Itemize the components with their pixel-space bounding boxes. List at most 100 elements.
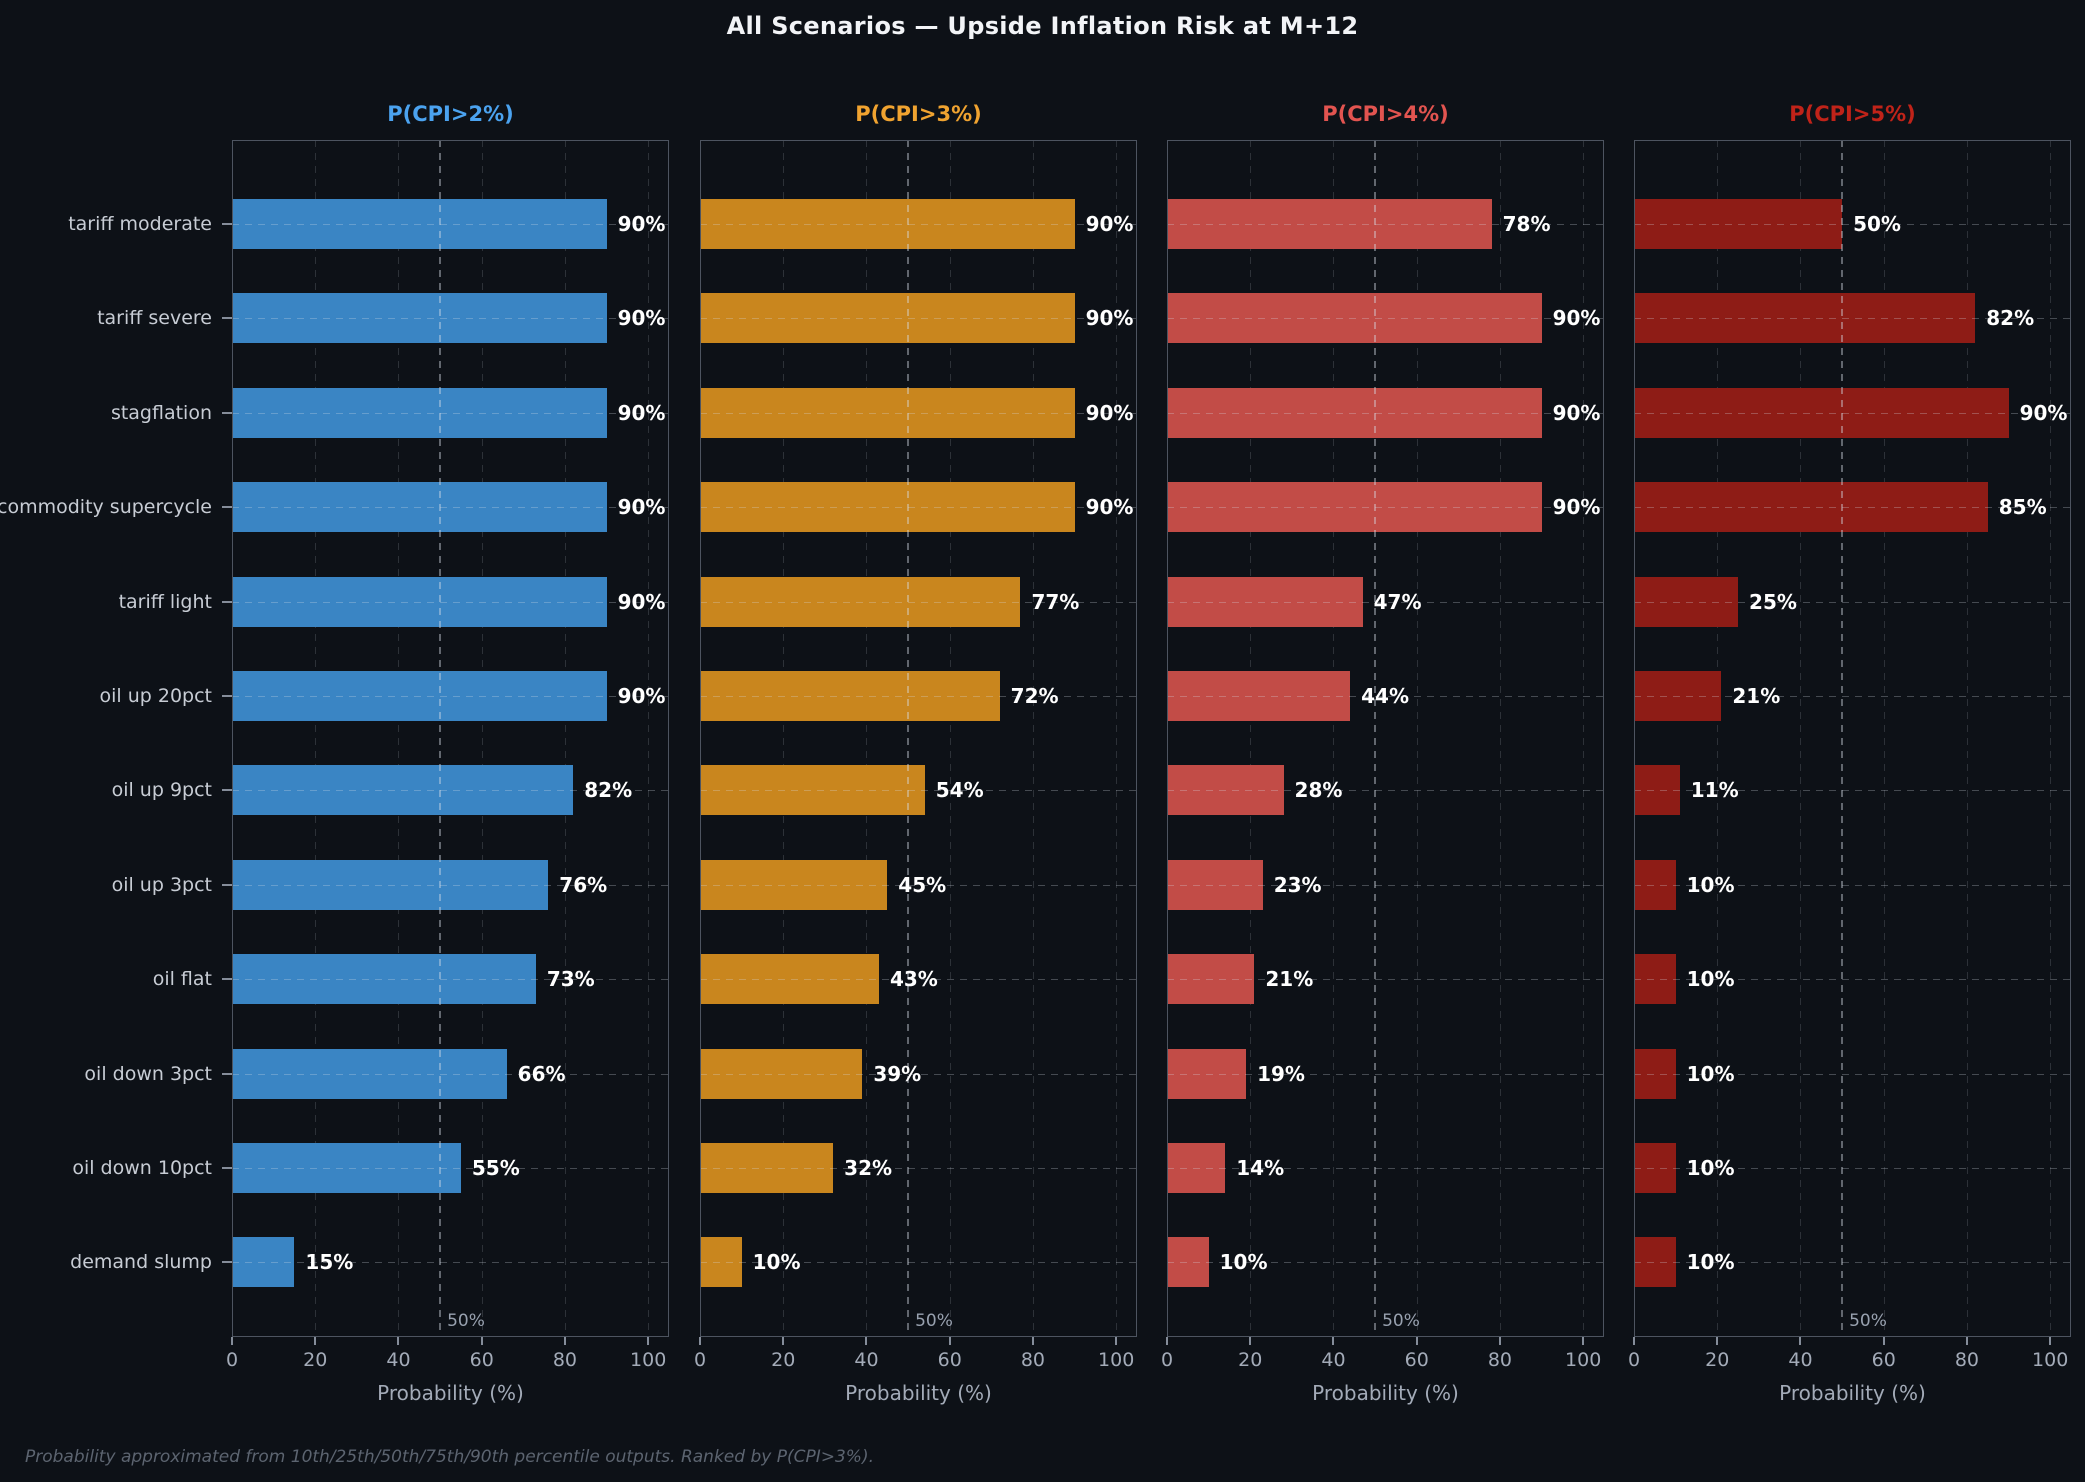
bar bbox=[1634, 954, 1676, 1005]
bar bbox=[232, 1048, 507, 1099]
value-label: 82% bbox=[1986, 306, 2035, 331]
category-label: tariff moderate bbox=[68, 213, 212, 235]
value-label: 45% bbox=[898, 872, 947, 897]
bar bbox=[1167, 1237, 1209, 1288]
x-tick-label: 20 bbox=[303, 1349, 328, 1371]
x-tick-mark bbox=[1582, 1337, 1585, 1345]
y-gridline bbox=[1167, 1262, 1604, 1264]
y-gridline bbox=[232, 1262, 669, 1264]
x-tick-label: 40 bbox=[854, 1349, 879, 1371]
panel-title: P(CPI>5%) bbox=[1789, 102, 1916, 126]
y-tick-mark bbox=[222, 1072, 232, 1075]
y-gridline bbox=[1634, 790, 2071, 792]
bar bbox=[700, 671, 1000, 721]
bar bbox=[1167, 954, 1255, 1005]
x-tick-label: 40 bbox=[1788, 1349, 1813, 1371]
y-gridline bbox=[1167, 1073, 1604, 1075]
x-tick-mark bbox=[1166, 1337, 1168, 1345]
y-gridline bbox=[232, 979, 669, 981]
bar bbox=[1167, 1048, 1247, 1099]
x-tick-mark bbox=[782, 1337, 785, 1345]
y-gridline bbox=[1634, 412, 2071, 414]
bar bbox=[700, 954, 879, 1005]
value-label: 10% bbox=[1686, 872, 1735, 897]
y-tick-mark bbox=[222, 789, 232, 792]
bar bbox=[700, 199, 1075, 249]
value-label: 21% bbox=[1732, 684, 1781, 708]
x-gridline bbox=[481, 140, 483, 1337]
panel-title: P(CPI>3%) bbox=[855, 102, 982, 126]
x-tick-label: 80 bbox=[1487, 1349, 1513, 1371]
panel: 50% 78% 90% 90% 90% 47% 44% 28% 23% 21% 19% 14% 10% 0… bbox=[1161, 140, 1604, 1405]
bar bbox=[700, 387, 1075, 438]
bar bbox=[700, 859, 888, 910]
value-label: 90% bbox=[1552, 400, 1601, 425]
x-tick-mark bbox=[480, 1337, 483, 1345]
y-gridline bbox=[1167, 1168, 1604, 1169]
x-tick-label: 0 bbox=[1627, 1349, 1641, 1371]
x-tick-mark bbox=[1415, 1337, 1418, 1345]
category-label: tariff severe bbox=[97, 307, 212, 330]
x-tick-label: 0 bbox=[1160, 1349, 1174, 1371]
x-tick-label: 60 bbox=[1871, 1349, 1896, 1371]
bar bbox=[1634, 199, 1843, 249]
value-label: 90% bbox=[617, 212, 666, 236]
value-label: 10% bbox=[1686, 1250, 1735, 1275]
panel: 50% 50% 82% 90% 85% 25% 21% 11% 10% 10% 10% 10% 10% 0… bbox=[1628, 140, 2071, 1405]
y-gridline bbox=[1167, 224, 1604, 225]
x-tick-label: 40 bbox=[1321, 1349, 1346, 1371]
y-tick-mark bbox=[222, 1167, 232, 1169]
value-label: 39% bbox=[873, 1061, 922, 1086]
category-label: oil down 10pct bbox=[72, 1157, 212, 1179]
y-tick-mark bbox=[222, 1261, 232, 1264]
y-gridline bbox=[700, 790, 1137, 792]
x-tick-label: 100 bbox=[630, 1349, 667, 1371]
reference-line-label: 50% bbox=[1382, 1311, 1420, 1331]
bar bbox=[232, 1143, 461, 1193]
x-gridline bbox=[1250, 140, 1252, 1337]
bar bbox=[1167, 576, 1363, 627]
x-tick-label: 60 bbox=[937, 1349, 962, 1371]
y-tick-mark bbox=[222, 978, 232, 981]
x-tick-label: 100 bbox=[1565, 1349, 1602, 1371]
value-label: 90% bbox=[617, 495, 666, 520]
x-tick-mark bbox=[1249, 1337, 1252, 1345]
y-tick-mark bbox=[222, 695, 232, 697]
bar bbox=[232, 671, 607, 721]
value-label: 73% bbox=[546, 967, 595, 992]
value-label: 10% bbox=[752, 1250, 801, 1275]
y-gridline bbox=[1634, 224, 2071, 225]
category-label: oil up 20pct bbox=[99, 685, 213, 707]
x-gridline bbox=[1499, 140, 1501, 1337]
x-tick-mark bbox=[314, 1337, 317, 1345]
x-gridline bbox=[949, 140, 951, 1337]
x-tick-label: 0 bbox=[693, 1349, 707, 1371]
value-label: 47% bbox=[1373, 589, 1422, 614]
x-tick-mark bbox=[647, 1337, 650, 1345]
bar bbox=[700, 1143, 834, 1193]
value-label: 90% bbox=[617, 400, 666, 425]
y-gridline bbox=[232, 696, 669, 697]
panel-title: P(CPI>2%) bbox=[387, 102, 514, 126]
value-label: 19% bbox=[1257, 1061, 1305, 1086]
y-gridline bbox=[700, 1168, 1137, 1169]
bar bbox=[1634, 482, 1988, 533]
y-gridline bbox=[700, 1073, 1137, 1075]
bar bbox=[700, 576, 1021, 627]
y-gridline bbox=[1634, 1262, 2071, 1264]
y-tick-mark bbox=[222, 411, 232, 414]
bar bbox=[1634, 576, 1739, 627]
bar bbox=[1634, 387, 2009, 438]
bar bbox=[232, 576, 607, 627]
category-label: oil up 3pct bbox=[111, 873, 212, 896]
value-label: 85% bbox=[1998, 495, 2047, 520]
x-tick-mark bbox=[1332, 1337, 1335, 1345]
x-gridline bbox=[1116, 140, 1118, 1337]
value-label: 90% bbox=[617, 589, 666, 614]
bar bbox=[700, 482, 1075, 533]
value-label: 55% bbox=[471, 1156, 520, 1180]
value-label: 90% bbox=[1552, 495, 1601, 520]
y-gridline bbox=[1634, 507, 2071, 509]
value-label: 21% bbox=[1265, 967, 1314, 992]
x-tick-mark bbox=[699, 1337, 701, 1345]
